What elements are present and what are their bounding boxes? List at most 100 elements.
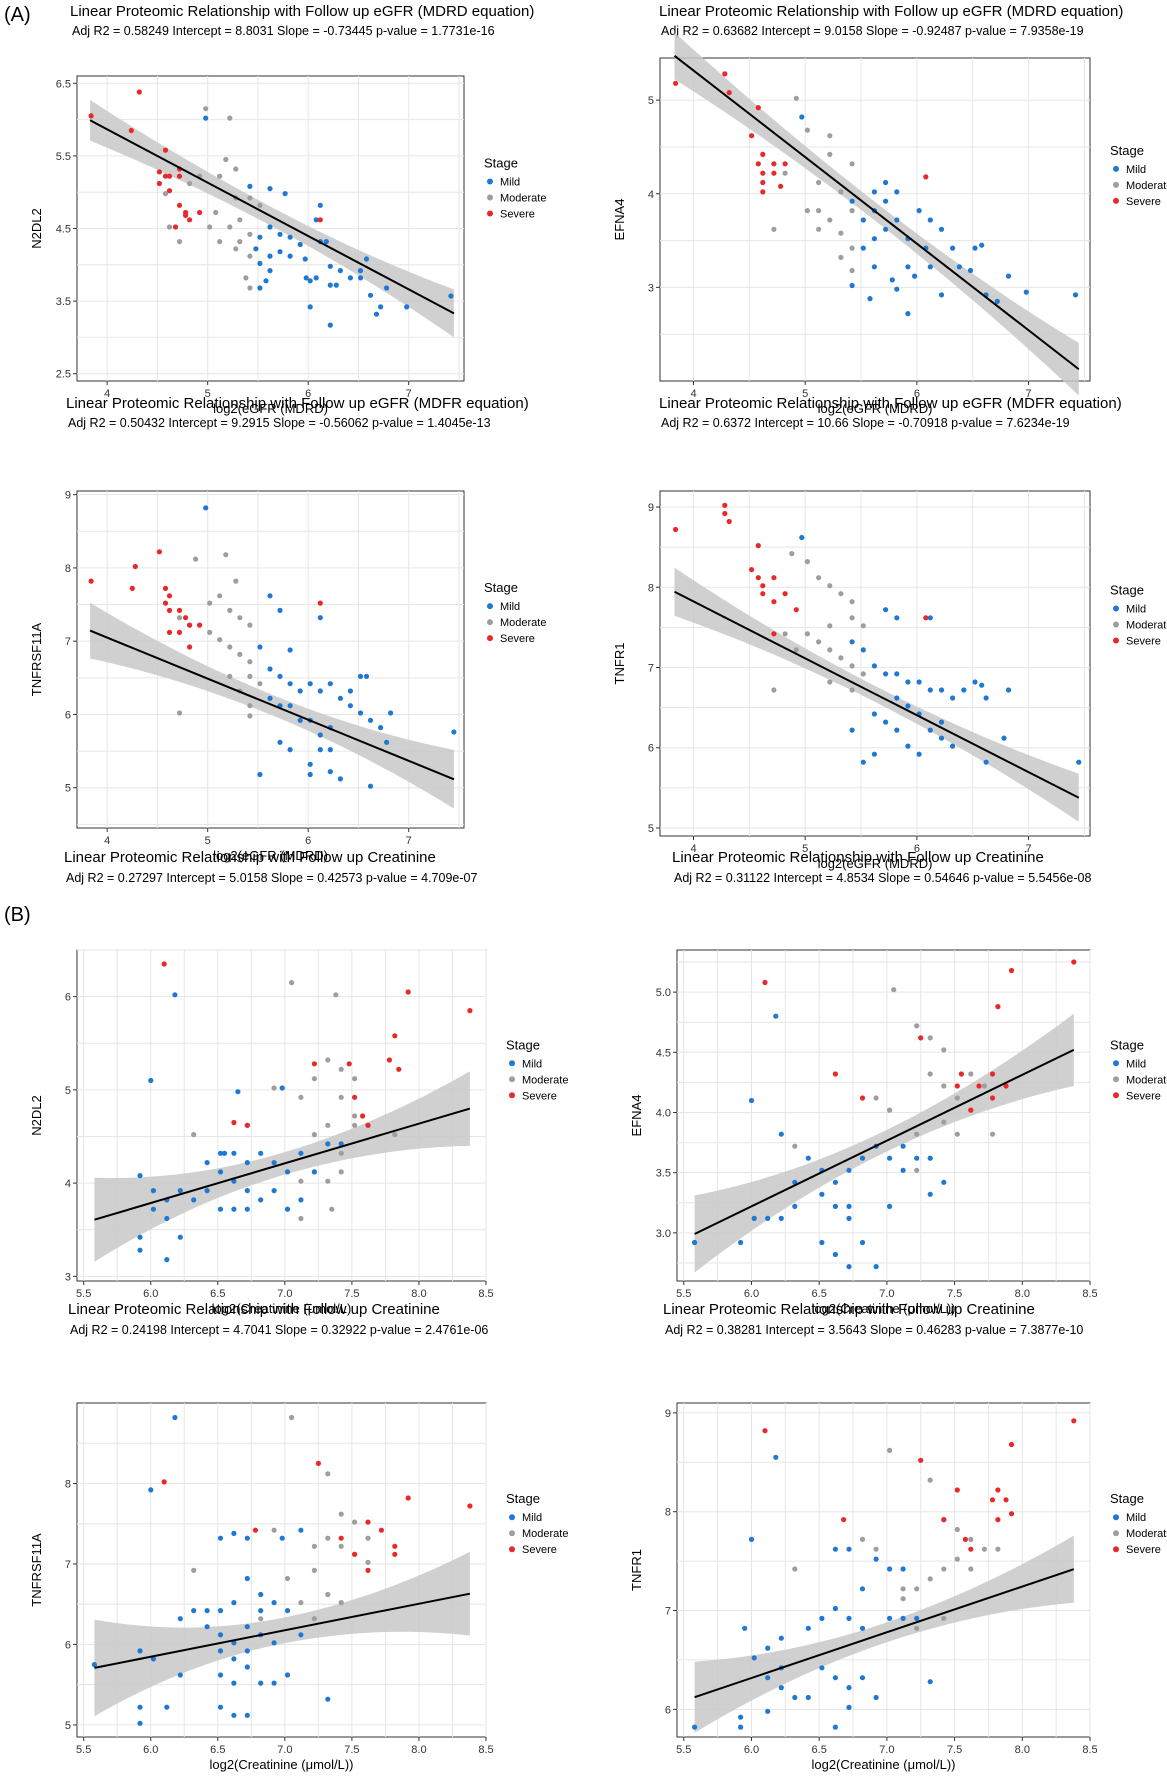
point-severe	[760, 591, 766, 597]
point-mild	[859, 1239, 866, 1246]
y-axis-label: TNFR1	[629, 1549, 644, 1591]
chart-1: Linear Proteomic Relationship with Follo…	[29, 3, 546, 416]
point-severe	[1008, 1441, 1015, 1448]
point-moderate	[838, 254, 844, 260]
point-mild	[244, 1664, 250, 1670]
chart-title: Linear Proteomic Relationship with Follo…	[663, 1301, 1035, 1318]
point-mild	[172, 992, 178, 998]
x-tick-label: 8.0	[411, 1744, 426, 1756]
point-severe	[162, 585, 169, 592]
confidence-band	[94, 1551, 470, 1717]
point-mild	[751, 1215, 757, 1221]
point-mild	[277, 739, 283, 745]
point-mild	[832, 1251, 839, 1258]
point-mild	[894, 671, 900, 677]
point-moderate	[217, 637, 223, 643]
x-axis-label: log2(Creatinine (μmol/L))	[209, 1757, 353, 1772]
point-mild	[373, 311, 380, 317]
y-axis-label: TNFRSF11A	[29, 1533, 44, 1607]
point-severe	[673, 526, 679, 533]
point-moderate	[311, 1076, 317, 1082]
point-mild	[287, 747, 293, 753]
point-mild	[337, 268, 343, 274]
point-moderate	[849, 687, 855, 693]
point-severe	[166, 188, 173, 194]
point-severe	[405, 989, 411, 995]
point-severe	[183, 212, 189, 218]
point-moderate	[333, 992, 339, 998]
point-moderate	[203, 106, 209, 112]
y-tick-label: 4.5	[56, 224, 71, 236]
legend-title: Stage	[506, 1491, 540, 1506]
point-moderate	[223, 552, 229, 558]
point-severe	[392, 1551, 398, 1557]
point-mild	[277, 249, 283, 255]
point-moderate	[247, 703, 253, 709]
point-severe	[467, 1503, 473, 1509]
point-mild	[950, 245, 956, 251]
y-axis-label: EFNA4	[612, 199, 627, 241]
point-moderate	[338, 1543, 344, 1549]
point-mild	[792, 1694, 798, 1701]
point-severe	[162, 147, 169, 153]
point-mild	[327, 681, 333, 687]
point-mild	[799, 534, 805, 541]
chart-6: Linear Proteomic Relationship with Follo…	[629, 849, 1167, 1316]
points	[91, 1414, 473, 1726]
point-mild	[271, 1680, 277, 1686]
point-mild	[267, 224, 273, 230]
point-mild	[792, 1203, 798, 1209]
point-severe	[755, 105, 761, 111]
point-mild	[367, 717, 374, 723]
point-moderate	[325, 1471, 331, 1477]
point-mild	[307, 304, 313, 310]
regression-line	[94, 1592, 471, 1669]
gridlines	[77, 949, 487, 1281]
regression-line	[694, 1568, 1075, 1699]
point-moderate	[849, 599, 855, 605]
point-mild	[846, 1264, 852, 1270]
legend: Stage Mild Moderate Severe	[1110, 1491, 1167, 1556]
point-mild	[258, 1680, 264, 1686]
legend-marker-severe	[487, 210, 493, 217]
chart-8: Linear Proteomic Relationship with Follo…	[629, 1301, 1167, 1772]
point-mild	[1076, 759, 1082, 765]
point-moderate	[995, 1546, 1001, 1552]
point-mild	[244, 1188, 250, 1194]
legend-label-mild: Mild	[522, 1512, 542, 1524]
point-mild	[1001, 735, 1007, 741]
point-mild	[221, 1150, 228, 1156]
chart-title: Linear Proteomic Relationship with Follo…	[659, 395, 1122, 412]
legend-label-moderate: Moderate	[1126, 1528, 1167, 1540]
point-moderate	[325, 1057, 331, 1063]
legend: Stage Mild Moderate Severe	[484, 580, 546, 645]
point-mild	[287, 681, 293, 687]
axis-ticks: 4 5 6 7 3 4 5	[648, 95, 1032, 400]
point-moderate	[954, 1131, 960, 1137]
x-tick-label: 7.5	[344, 1288, 359, 1300]
point-severe	[161, 1479, 167, 1485]
point-mild	[994, 298, 1000, 304]
point-mild	[177, 1234, 183, 1240]
point-mild	[938, 719, 945, 725]
point-mild	[859, 1155, 866, 1161]
y-tick-label: 5	[648, 95, 654, 107]
legend-label-severe: Severe	[1126, 1090, 1161, 1102]
point-moderate	[838, 591, 844, 597]
y-tick-label: 9	[648, 502, 654, 514]
point-mild	[846, 1203, 852, 1209]
regression-line	[89, 629, 455, 781]
point-mild	[298, 1197, 304, 1203]
point-mild	[298, 1632, 304, 1638]
chart-title: Linear Proteomic Relationship with Follo…	[68, 1301, 440, 1318]
point-mild	[950, 743, 956, 749]
points	[692, 1418, 1077, 1730]
point-mild	[137, 1247, 143, 1253]
point-severe	[392, 1543, 398, 1549]
point-severe	[722, 510, 728, 517]
point-moderate	[816, 208, 822, 214]
point-severe	[176, 202, 183, 208]
point-mild	[307, 761, 313, 767]
point-mild	[773, 1013, 779, 1019]
axis-ticks: 5.5 6.0 6.5 7.0 7.5 8.0 8.5 3 4 5 6	[65, 992, 494, 1300]
